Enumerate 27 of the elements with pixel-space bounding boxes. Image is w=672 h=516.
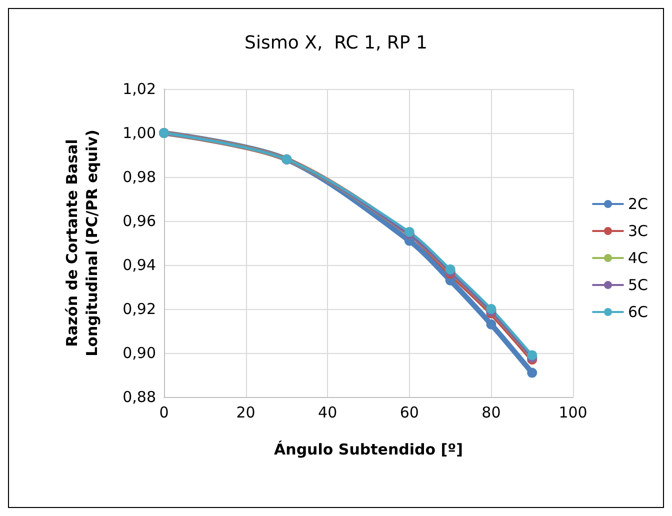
x-axis-title: Ángulo Subtendido [º] bbox=[274, 440, 463, 458]
legend-label: 2C bbox=[628, 195, 648, 213]
legend-label: 4C bbox=[628, 249, 648, 267]
x-tick-label: 60 bbox=[400, 404, 419, 422]
y-tick-label: 0,90 bbox=[122, 344, 156, 362]
legend-label: 3C bbox=[628, 222, 648, 240]
y-axis-title: Razón de Cortante Basal Longitudinal (PC/PR equiv) bbox=[63, 130, 101, 356]
y-tick-label: 0,98 bbox=[122, 168, 156, 186]
point bbox=[486, 304, 496, 314]
y-tick-label: 0,92 bbox=[122, 300, 156, 318]
x-tick-label: 100 bbox=[558, 404, 588, 422]
point bbox=[486, 319, 496, 330]
x-tick-label: 80 bbox=[482, 404, 501, 422]
y-tick-label: 1,02 bbox=[122, 80, 156, 98]
chart-title: Sismo X, RC 1, RP 1 bbox=[244, 32, 428, 54]
point bbox=[527, 368, 538, 378]
y-tick-label: 0,94 bbox=[122, 256, 156, 274]
y-tick-label: 1,00 bbox=[122, 124, 156, 142]
point bbox=[445, 264, 456, 274]
point bbox=[404, 227, 414, 237]
legend-label: 6C bbox=[628, 303, 648, 321]
y-tick-label: 0,88 bbox=[122, 388, 156, 406]
x-tick-label: 40 bbox=[318, 404, 338, 422]
legend-label: 5C bbox=[628, 276, 648, 294]
x-tick-label: 0 bbox=[159, 404, 169, 422]
x-tick-label: 20 bbox=[236, 404, 256, 422]
y-tick-label: 0,96 bbox=[122, 212, 156, 230]
